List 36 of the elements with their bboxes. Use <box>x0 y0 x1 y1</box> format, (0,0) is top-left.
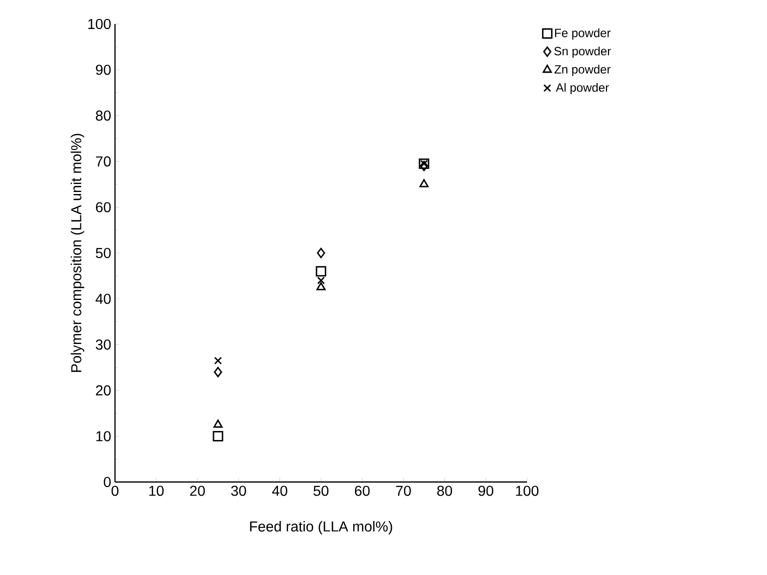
y-tick-label: 0 <box>104 476 111 488</box>
x-tick-label: 80 <box>437 486 452 496</box>
legend-label: Al powder <box>556 82 609 94</box>
point <box>214 366 222 378</box>
x-tick-label: 60 <box>354 486 370 496</box>
x-tick-label: 70 <box>396 486 411 496</box>
x-tick-label: 30 <box>231 486 246 496</box>
y-tick-label: 80 <box>96 110 111 121</box>
y-tick-label: 10 <box>96 431 111 442</box>
point <box>212 430 224 442</box>
point <box>213 420 223 428</box>
y-tick-label: 60 <box>96 202 111 212</box>
legend-label: Fe powder <box>555 28 611 40</box>
y-tick-label: 40 <box>96 294 111 304</box>
y-tick-label: 50 <box>96 248 111 258</box>
y-axis-title: Polymer composition (LLA unit mol%) <box>70 134 84 372</box>
point <box>316 248 326 258</box>
y-tick-label: 70 <box>96 156 111 166</box>
y-tick-label: 30 <box>96 340 111 350</box>
x-tick-label: 40 <box>272 486 288 496</box>
point <box>316 266 326 277</box>
y-tick-label: 90 <box>96 64 111 75</box>
x-tick-label: 50 <box>314 486 328 496</box>
x-axis-title: Feed ratio (LLA mol%) <box>250 521 392 534</box>
y-tick-label: 100 <box>88 18 111 30</box>
x-tick-label: 100 <box>516 486 538 496</box>
x-tick-label: 20 <box>190 486 205 496</box>
point <box>420 160 428 172</box>
legend-label: Sn powder <box>554 46 611 58</box>
x-tick-label: 90 <box>478 486 494 496</box>
legend-label: Zn powder <box>554 64 611 76</box>
point <box>419 179 429 188</box>
x-tick-label: 0 <box>112 486 118 496</box>
y-tick-label: 20 <box>96 385 111 396</box>
point <box>214 356 222 365</box>
x-tick-label: 10 <box>149 486 164 496</box>
